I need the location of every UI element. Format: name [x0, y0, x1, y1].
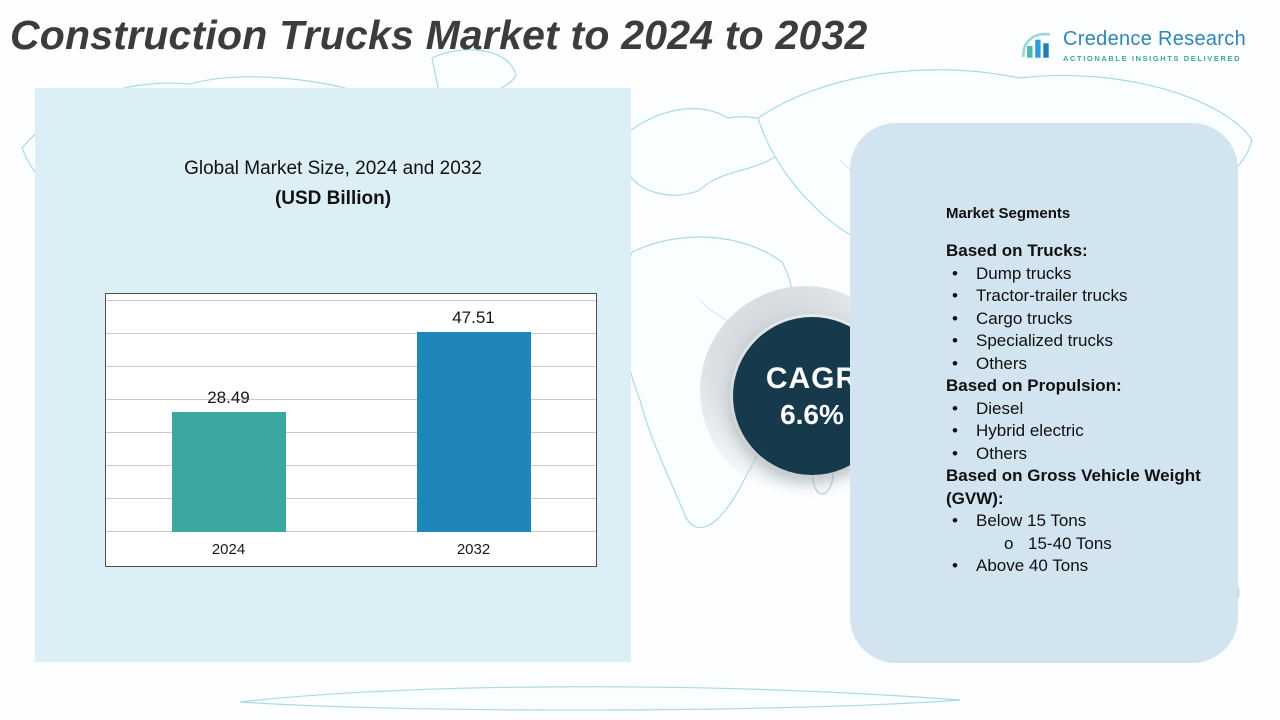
bullet-icon: •: [952, 353, 958, 373]
segment-group: Based on Trucks: • Dump trucks • Tractor-tra…: [946, 240, 1216, 375]
chart-title-line2: (USD Billion): [274, 188, 392, 209]
market-segments-panel: Market Segments Based on Trucks: • Dump tr…: [850, 123, 1238, 663]
bar-group-2024: 28.49: [171, 300, 286, 532]
bar-value-2032: 47.51: [452, 307, 495, 327]
segment-item-label: Others: [976, 443, 1028, 463]
segment-item-label: Dump trucks: [976, 263, 1072, 283]
page-title: Construction Trucks Market to 2024 to 20…: [10, 12, 868, 58]
bullet-icon: •: [952, 308, 958, 328]
x-label-2024: 2024: [211, 541, 246, 558]
bullet-icon: •: [952, 286, 958, 305]
segment-group-heading: Based on Trucks:: [946, 241, 1088, 260]
segment-item: • Below 15 Tons: [946, 510, 1216, 533]
bar-chart: 28.49 47.51 2024 2032: [105, 293, 597, 567]
bullet-icon: •: [952, 263, 958, 283]
logo-bar-chart-icon: [1022, 32, 1051, 58]
cagr-label: CAGR: [765, 361, 859, 395]
segment-item: • Diesel: [946, 398, 1216, 421]
bar-value-2024: 28.49: [207, 387, 250, 407]
x-axis-labels: 2024 2032: [106, 533, 596, 566]
segment-item: • Others: [946, 443, 1216, 466]
segment-item-label: 15-40 Tons: [1028, 533, 1112, 553]
chart-plot-area: 28.49 47.51: [106, 300, 596, 532]
segment-group-heading: Based on Gross Vehicle Weight (GVW):: [946, 466, 1201, 508]
logo-tagline: Actionable Insights Delivered: [1063, 54, 1242, 63]
logo-text-block: Credence Research Actionable Insights De…: [1063, 28, 1246, 63]
x-label-2032: 2032: [456, 541, 491, 558]
segment-item: • Specialized trucks: [946, 330, 1216, 353]
map-antarctica: [239, 686, 961, 711]
bar-group-2032: 47.51: [416, 300, 531, 532]
chart-panel: Global Market Size, 2024 and 2032 (USD B…: [35, 88, 631, 662]
segment-item-label: Specialized trucks: [976, 331, 1114, 350]
bullet-icon: o: [1004, 533, 1014, 553]
segment-item: • Above 40 Tons: [946, 555, 1216, 578]
segment-item-label: Above 40 Tons: [976, 556, 1089, 575]
segment-item: o 15-40 Tons: [998, 533, 1216, 556]
credence-research-logo: Credence Research Actionable Insights De…: [1019, 28, 1246, 64]
segment-item: • Tractor-trailer trucks: [946, 285, 1216, 308]
bullet-icon: •: [952, 511, 958, 530]
segment-group-heading: Based on Propulsion:: [946, 376, 1122, 395]
segment-item-label: Below 15 Tons: [976, 511, 1087, 530]
bullet-icon: •: [952, 331, 958, 350]
bullet-icon: •: [952, 398, 958, 418]
chart-title: Global Market Size, 2024 and 2032 (USD B…: [35, 158, 631, 210]
segment-item: • Dump trucks: [946, 263, 1216, 286]
bar-2024: [171, 411, 286, 532]
segment-group: Based on Propulsion: • Diesel • Hybrid elect…: [946, 375, 1216, 465]
segment-item-label: Cargo trucks: [976, 308, 1073, 328]
segment-item-label: Diesel: [976, 398, 1024, 418]
bar-2032: [416, 331, 531, 532]
segment-item-label: Hybrid electric: [976, 421, 1084, 440]
bullet-icon: •: [952, 556, 958, 575]
segment-group: Based on Gross Vehicle Weight (GVW): • Bel…: [946, 465, 1216, 578]
segment-item-label: Tractor-trailer trucks: [976, 286, 1128, 305]
segments-title: Market Segments: [946, 205, 1071, 222]
bullet-icon: •: [952, 443, 958, 463]
bullet-icon: •: [952, 421, 958, 440]
cagr-value: 6.6%: [780, 398, 844, 430]
segment-item: • Others: [946, 353, 1216, 376]
segment-item: • Hybrid electric: [946, 420, 1216, 443]
segment-item: • Cargo trucks: [946, 308, 1216, 331]
segment-item-label: Others: [976, 353, 1028, 373]
logo-name: Credence Research: [1063, 28, 1246, 50]
segments-groups: Based on Trucks: • Dump trucks • Tractor-tra…: [946, 240, 1216, 578]
chart-title-line1: Global Market Size, 2024 and 2032: [184, 158, 482, 179]
